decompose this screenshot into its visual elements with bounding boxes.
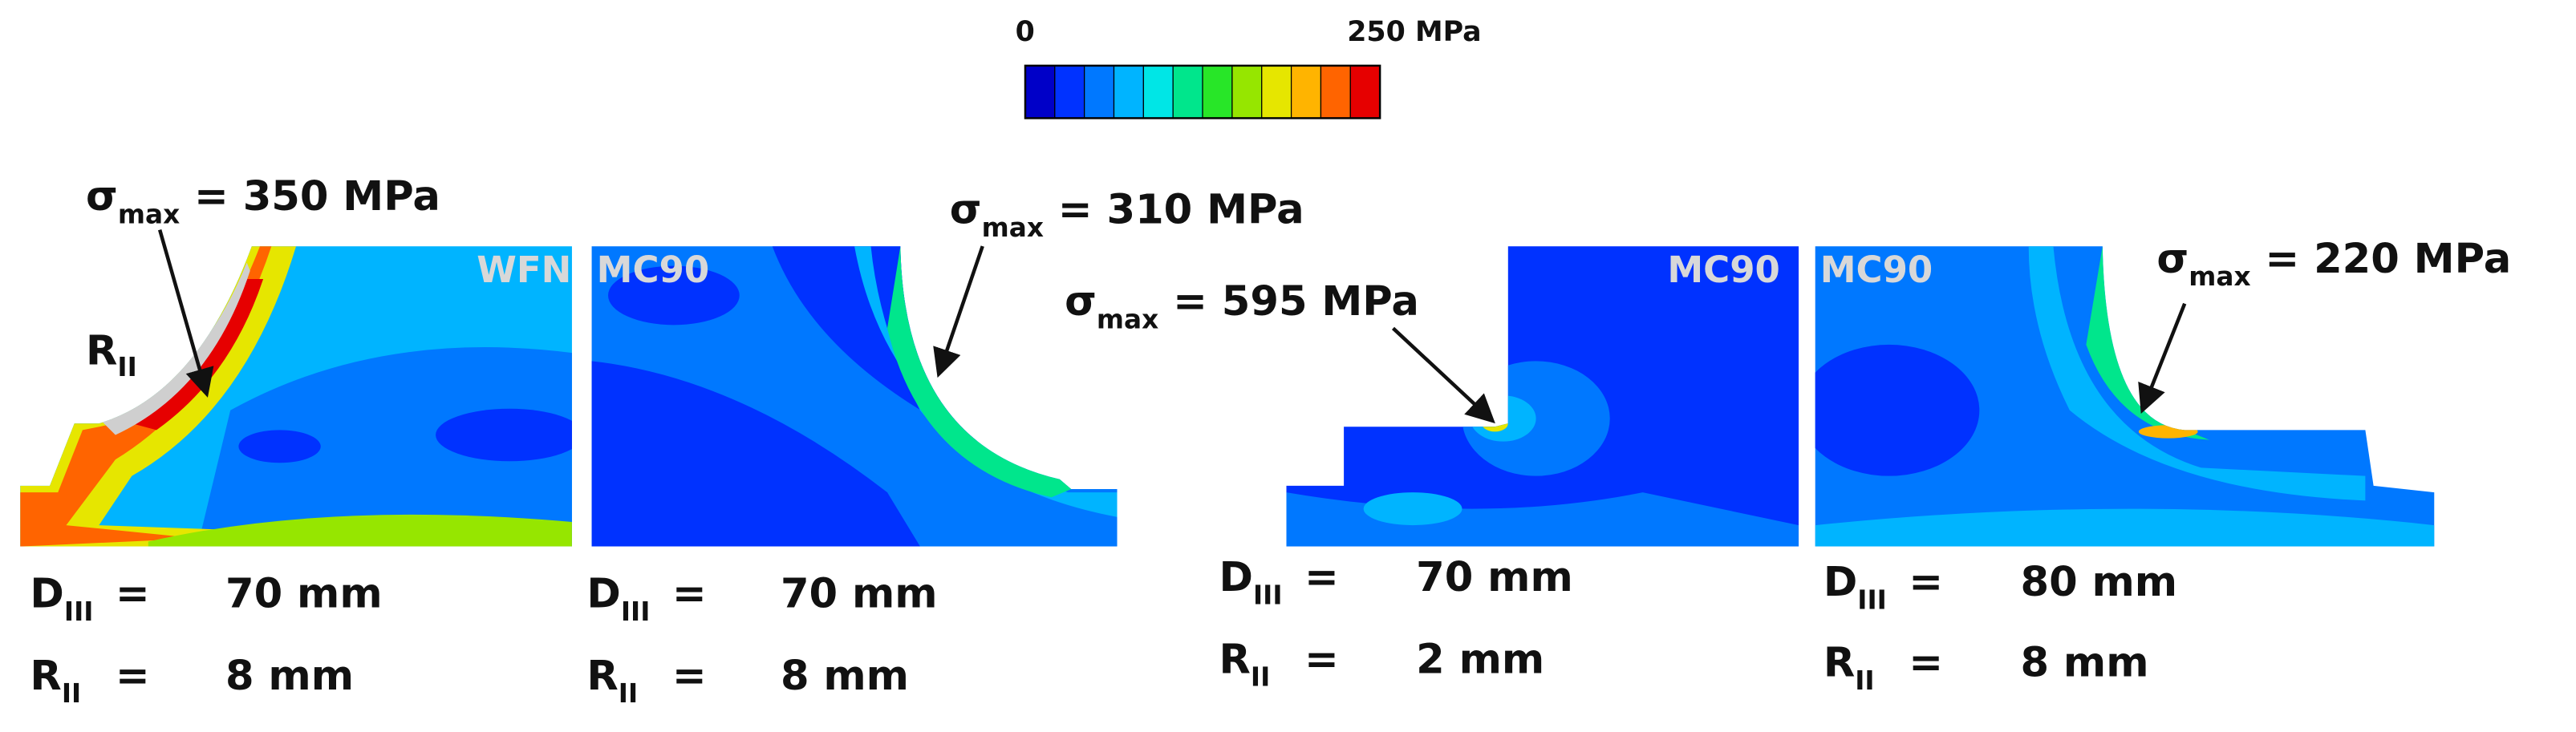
subscript: II — [1251, 662, 1270, 693]
symbol-label: DIII — [1219, 554, 1283, 610]
colorbar-swatch — [1054, 65, 1085, 119]
dimension-value: 8 mm — [225, 653, 354, 700]
symbol-label: σmax = 220 MPa — [2156, 236, 2511, 292]
symbol: σ — [950, 186, 982, 233]
colorbar-swatch — [1231, 65, 1263, 119]
colorbar-swatch — [1349, 65, 1381, 119]
panel-tag: WFN — [477, 249, 571, 291]
symbol: R — [1823, 639, 1855, 686]
symbol: R — [586, 653, 618, 700]
symbol: D — [1219, 554, 1253, 601]
symbol-label: DIII — [30, 570, 93, 626]
arrow — [1391, 326, 1495, 424]
colorbar-swatch — [1290, 65, 1322, 119]
panel-tag: MC90 — [1667, 249, 1779, 291]
panel-tag: MC90 — [597, 249, 709, 291]
sigma-value: = 350 MPa — [180, 173, 440, 220]
radius-label: RII — [86, 327, 137, 382]
equals: = — [672, 570, 707, 617]
colorbar-swatch — [1113, 65, 1144, 119]
subscript: III — [64, 597, 94, 627]
sigma-value: = 310 MPa — [1044, 186, 1304, 233]
dimension-value: 70 mm — [781, 570, 938, 617]
subscript: II — [62, 678, 81, 709]
arrow — [2138, 302, 2187, 415]
arrow — [157, 228, 214, 398]
equals: = — [1909, 639, 1943, 686]
symbol-label: RII — [1219, 636, 1271, 692]
symbol: σ — [86, 173, 118, 220]
equals: = — [1909, 559, 1943, 606]
colorbar-swatch — [1261, 65, 1292, 119]
symbol: D — [30, 570, 63, 617]
subscript: III — [621, 597, 651, 627]
symbol-label: σmax = 595 MPa — [1065, 278, 1419, 334]
dimension-value: 70 mm — [225, 570, 383, 617]
panel-tag: MC90 — [1820, 249, 1933, 291]
symbol: D — [1823, 559, 1857, 606]
symbol: R — [86, 327, 117, 374]
colorbar-swatch — [1202, 65, 1233, 119]
symbol-label: DIII — [586, 570, 650, 626]
subscript: III — [1253, 580, 1283, 610]
colorbar-swatch — [1172, 65, 1203, 119]
subscript: II — [619, 678, 638, 709]
equals: = — [116, 570, 150, 617]
subscript: max — [118, 199, 180, 229]
symbol-label: σmax = 310 MPa — [950, 186, 1304, 242]
dimension-value: 8 mm — [2021, 639, 2149, 686]
colorbar-min: 0 — [1016, 16, 1035, 48]
dimension-value: 8 mm — [781, 653, 909, 700]
symbol: σ — [1065, 278, 1097, 326]
colorbar-swatch — [1024, 65, 1056, 119]
dimension-value: 2 mm — [1416, 636, 1544, 683]
symbol: R — [1219, 636, 1251, 683]
subscript: II — [1855, 665, 1874, 696]
symbol-label: RII — [1823, 639, 1875, 695]
dimension-value: 80 mm — [2021, 559, 2178, 606]
arrow — [933, 245, 984, 378]
symbol-label: RII — [586, 653, 638, 709]
equals: = — [1304, 636, 1339, 683]
equals: = — [116, 653, 150, 700]
symbol-label: σmax = 350 MPa — [86, 173, 440, 229]
colorbar-swatch — [1084, 65, 1115, 119]
symbol: R — [30, 653, 61, 700]
symbol-label: DIII — [1823, 559, 1887, 615]
subscript: max — [982, 212, 1044, 243]
sigma-value: = 595 MPa — [1158, 278, 1419, 326]
colorbar-swatch — [1320, 65, 1351, 119]
subscript: max — [1097, 304, 1158, 334]
sigma-value: = 220 MPa — [2251, 236, 2512, 283]
equals: = — [1304, 554, 1339, 601]
symbol: D — [586, 570, 620, 617]
colorbar-frame — [1024, 64, 1381, 119]
subscript: max — [2189, 261, 2250, 292]
dimension-value: 70 mm — [1416, 554, 1573, 601]
colorbar — [1024, 64, 1381, 119]
colorbar-swatch — [1142, 65, 1174, 119]
symbol: σ — [2156, 236, 2189, 283]
colorbar-max: 250 MPa — [1347, 16, 1481, 48]
equals: = — [672, 653, 707, 700]
subscript: II — [117, 352, 136, 382]
subscript: III — [1857, 584, 1887, 615]
symbol-label: RII — [30, 653, 81, 709]
